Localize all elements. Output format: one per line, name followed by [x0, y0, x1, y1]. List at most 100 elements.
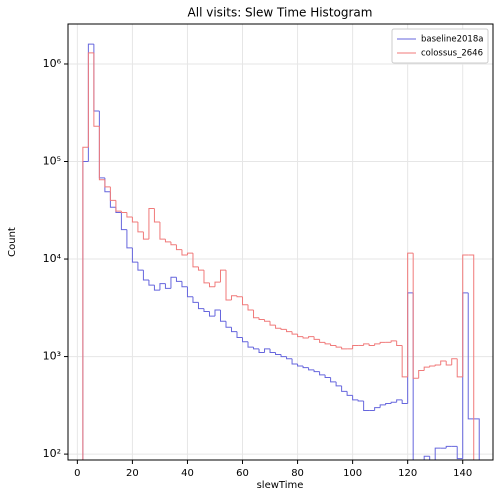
histogram-step — [456, 446, 463, 460]
y-tick-label: 10⁵ — [43, 155, 61, 168]
histogram-step — [473, 418, 480, 460]
chart-title: All visits: Slew Time Histogram — [188, 6, 373, 20]
histogram-step — [87, 52, 94, 148]
histogram-step — [363, 401, 370, 411]
histogram-step — [297, 363, 304, 367]
histogram-step — [313, 336, 320, 340]
histogram-step — [82, 161, 89, 460]
histogram-step — [390, 401, 397, 404]
histogram-step — [335, 381, 342, 387]
histogram-step — [170, 276, 177, 289]
histogram-step — [418, 369, 425, 379]
histogram-step — [219, 310, 226, 322]
histogram-step — [451, 358, 458, 365]
histogram-step — [126, 229, 133, 249]
y-axis-label: Count — [7, 227, 18, 257]
histogram-step — [120, 212, 127, 231]
histogram-step — [98, 126, 105, 181]
histogram-step — [440, 360, 447, 365]
histogram-step — [407, 252, 414, 377]
histogram-step — [374, 343, 381, 346]
histogram-step — [434, 447, 441, 460]
y-tick-label: 10³ — [43, 350, 61, 363]
histogram-step — [253, 310, 260, 319]
histogram-step — [385, 403, 392, 405]
histogram-step — [429, 365, 436, 368]
histogram-step — [379, 404, 386, 408]
histogram-step — [269, 321, 276, 326]
histogram-step — [197, 266, 204, 271]
histogram-step — [148, 279, 155, 286]
histogram-step — [242, 296, 249, 306]
histogram-step — [159, 221, 166, 240]
x-tick-label: 40 — [181, 468, 194, 479]
x-tick-label: 20 — [126, 468, 139, 479]
histogram-step — [231, 327, 238, 333]
histogram-step — [104, 179, 111, 188]
histogram-step — [313, 369, 320, 373]
histogram-step — [468, 254, 475, 460]
histogram-step — [159, 283, 166, 291]
histogram-step — [412, 292, 414, 460]
histogram-step — [407, 292, 414, 404]
y-tick-label: 10⁶ — [43, 57, 62, 70]
histogram-step — [390, 340, 397, 343]
histogram-step — [164, 239, 171, 243]
histogram-step — [214, 309, 221, 317]
histogram-step — [231, 295, 238, 301]
histogram-step — [93, 44, 100, 112]
histogram-step — [258, 317, 265, 320]
histogram-step — [286, 329, 293, 333]
histogram-step — [275, 325, 282, 329]
histogram-step — [203, 308, 210, 312]
histogram-step — [291, 331, 298, 335]
histogram-step — [104, 177, 111, 193]
histogram-step — [186, 286, 193, 298]
histogram-step — [280, 328, 287, 330]
histogram-step — [434, 364, 441, 367]
histogram-step — [341, 385, 348, 392]
histogram-step — [258, 348, 265, 354]
x-tick-label: 120 — [398, 468, 417, 479]
histogram-step — [357, 399, 364, 402]
histogram-step — [429, 456, 431, 460]
x-tick-label: 0 — [74, 468, 80, 479]
histogram-step — [142, 270, 149, 281]
histogram-step — [137, 221, 144, 233]
histogram-step — [203, 270, 210, 284]
histogram-step — [324, 342, 331, 345]
histogram-step — [148, 207, 155, 240]
histogram-step — [115, 207, 122, 214]
histogram-step — [396, 340, 403, 346]
histogram-step — [82, 146, 89, 460]
histogram-step — [335, 345, 342, 348]
histogram-step — [208, 282, 215, 288]
histogram-step — [363, 343, 370, 346]
histogram-step — [423, 455, 430, 460]
histogram-step — [401, 399, 408, 405]
histogram-step — [456, 358, 463, 378]
histogram-step — [302, 366, 309, 369]
x-tick-label: 80 — [291, 468, 304, 479]
histogram-step — [264, 348, 271, 353]
histogram-step — [412, 253, 419, 379]
histogram-step — [275, 352, 282, 356]
histogram-step — [219, 269, 226, 283]
x-tick-label: 140 — [453, 468, 472, 479]
histogram-step — [379, 341, 386, 344]
histogram-step — [131, 216, 138, 223]
histogram-step — [142, 231, 149, 240]
histogram-step — [192, 253, 199, 268]
histogram-step — [319, 339, 326, 343]
histogram-step — [302, 336, 309, 339]
histogram-step — [120, 211, 127, 214]
histogram-step — [401, 345, 408, 378]
histogram-step — [462, 292, 469, 459]
histogram-step — [319, 371, 326, 376]
legend-box — [391, 28, 489, 64]
histogram-step — [175, 244, 182, 251]
histogram-step — [396, 399, 403, 403]
histogram-step — [170, 241, 177, 246]
histogram-step — [346, 391, 353, 396]
histogram-step — [242, 337, 249, 343]
